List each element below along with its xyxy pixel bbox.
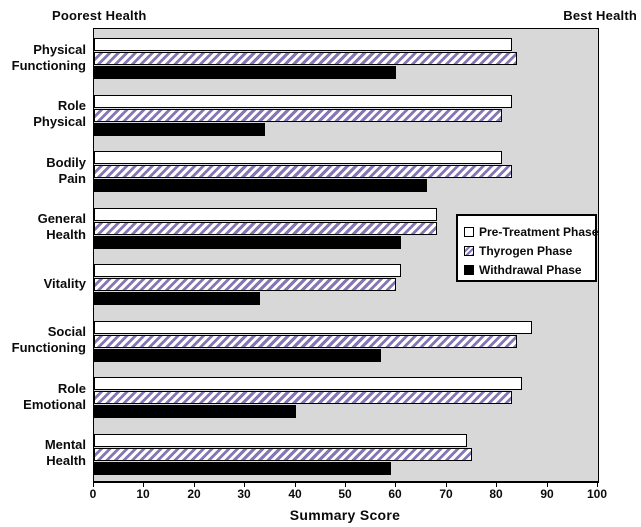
withdrawal-swatch-icon <box>464 264 474 275</box>
x-tick-label-40: 40 <box>288 487 302 501</box>
bar-vitality-pre-treatment-phase <box>94 264 401 277</box>
bar-role-emotional-thyrogen-phase <box>94 391 512 404</box>
x-tick-mark-100 <box>597 482 598 487</box>
bar-role-emotional-pre-treatment-phase <box>94 377 522 390</box>
bar-social-functioning-pre-treatment-phase <box>94 321 532 334</box>
x-tick-mark-70 <box>446 482 447 487</box>
x-tick-mark-60 <box>395 482 396 487</box>
legend-item-withdrawal: Withdrawal Phase <box>464 260 595 279</box>
bar-general-health-thyrogen-phase <box>94 222 437 235</box>
thyrogen-swatch-icon <box>464 245 474 256</box>
bar-vitality-withdrawal-phase <box>94 292 260 305</box>
x-tick-label-90: 90 <box>540 487 554 501</box>
category-label-mental-health: Mental Health <box>44 437 86 468</box>
legend: Pre-Treatment Phase Thyrogen Phase Withd… <box>456 214 599 282</box>
x-tick-label-30: 30 <box>237 487 251 501</box>
bar-physical-functioning-withdrawal-phase <box>94 66 396 79</box>
bar-role-physical-thyrogen-phase <box>94 109 502 122</box>
bar-general-health-withdrawal-phase <box>94 236 401 249</box>
legend-item-thyrogen: Thyrogen Phase <box>464 241 595 260</box>
best-health-annotation: Best Health <box>563 8 637 23</box>
bar-bodily-pain-withdrawal-phase <box>94 179 427 192</box>
pre-treatment-swatch-icon <box>464 226 474 237</box>
bar-physical-functioning-thyrogen-phase <box>94 52 517 65</box>
legend-label-thyrogen: Thyrogen Phase <box>479 243 573 258</box>
x-tick-mark-40 <box>295 482 296 487</box>
category-label-role-emotional: Role Emotional <box>23 381 86 412</box>
x-tick-mark-90 <box>547 482 548 487</box>
category-label-role-physical: Role Physical <box>33 98 86 129</box>
category-label-vitality: Vitality <box>43 276 86 291</box>
bar-mental-health-pre-treatment-phase <box>94 434 467 447</box>
legend-label-pre-treatment: Pre-Treatment Phase <box>479 224 599 239</box>
bar-role-emotional-withdrawal-phase <box>94 405 296 418</box>
bar-social-functioning-withdrawal-phase <box>94 349 381 362</box>
bar-bodily-pain-pre-treatment-phase <box>94 151 502 164</box>
x-tick-label-70: 70 <box>439 487 453 501</box>
bar-social-functioning-thyrogen-phase <box>94 335 517 348</box>
x-tick-label-0: 0 <box>89 487 97 501</box>
legend-item-pre-treatment: Pre-Treatment Phase <box>464 222 599 241</box>
x-tick-label-50: 50 <box>338 487 352 501</box>
legend-label-withdrawal: Withdrawal Phase <box>479 262 582 277</box>
x-tick-label-60: 60 <box>388 487 402 501</box>
x-tick-label-100: 100 <box>586 487 608 501</box>
bar-bodily-pain-thyrogen-phase <box>94 165 512 178</box>
bar-general-health-pre-treatment-phase <box>94 208 437 221</box>
x-tick-mark-10 <box>143 482 144 487</box>
poorest-health-annotation: Poorest Health <box>52 8 147 23</box>
x-tick-label-80: 80 <box>489 487 503 501</box>
x-axis-title: Summary Score <box>289 507 401 523</box>
x-tick-mark-0 <box>93 482 94 487</box>
bar-role-physical-withdrawal-phase <box>94 123 265 136</box>
bar-role-physical-pre-treatment-phase <box>94 95 512 108</box>
x-tick-mark-50 <box>345 482 346 487</box>
category-label-general-health: General Health <box>37 211 86 242</box>
bar-physical-functioning-pre-treatment-phase <box>94 38 512 51</box>
category-label-physical-functioning: Physical Functioning <box>11 42 86 73</box>
bar-mental-health-withdrawal-phase <box>94 462 391 475</box>
x-tick-mark-20 <box>194 482 195 487</box>
x-tick-label-20: 20 <box>187 487 201 501</box>
x-tick-mark-30 <box>244 482 245 487</box>
category-label-bodily-pain: Bodily Pain <box>46 155 86 186</box>
x-tick-label-10: 10 <box>136 487 150 501</box>
bar-mental-health-thyrogen-phase <box>94 448 472 461</box>
x-tick-mark-80 <box>496 482 497 487</box>
bar-vitality-thyrogen-phase <box>94 278 396 291</box>
category-label-social-functioning: Social Functioning <box>11 324 86 355</box>
